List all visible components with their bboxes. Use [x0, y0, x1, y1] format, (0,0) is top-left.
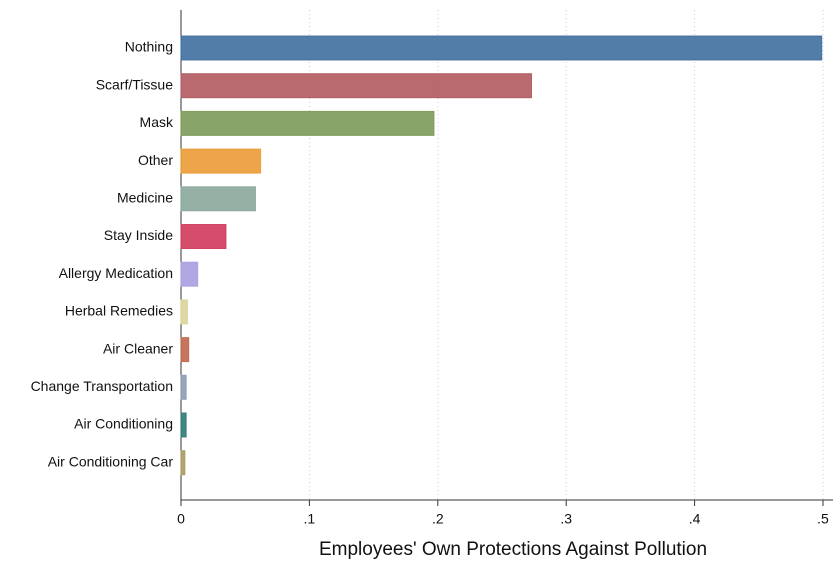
x-axis-title: Employees' Own Protections Against Pollu…	[319, 539, 707, 560]
bar	[180, 224, 227, 249]
x-tick-label: .3	[560, 511, 572, 527]
x-tick-label: .4	[689, 511, 701, 527]
bar	[180, 337, 190, 363]
y-tick-label: Allergy Medication	[59, 265, 173, 281]
y-tick-label: Air Conditioning Car	[48, 453, 174, 469]
y-tick-label: Change Transportation	[31, 378, 173, 394]
x-tick-label: 0	[177, 511, 185, 527]
y-tick-label: Medicine	[117, 190, 173, 206]
x-tick-label: .1	[304, 511, 316, 527]
y-tick-label: Stay Inside	[104, 227, 173, 243]
bar	[180, 73, 533, 99]
y-tick-label: Mask	[140, 114, 174, 130]
y-tick-label: Air Cleaner	[103, 340, 173, 356]
y-tick-label: Nothing	[125, 39, 173, 55]
bar	[180, 148, 262, 174]
bar	[180, 374, 187, 400]
bar	[180, 299, 188, 325]
bar	[180, 450, 186, 476]
bar	[180, 186, 256, 212]
y-tick-label: Air Conditioning	[74, 416, 173, 432]
bar	[180, 35, 823, 61]
y-tick-label: Other	[138, 152, 173, 168]
bar	[180, 110, 435, 136]
y-tick-label: Herbal Remedies	[65, 303, 173, 319]
x-tick-label: .5	[817, 511, 829, 527]
bar	[180, 412, 187, 438]
bar	[180, 261, 199, 287]
x-tick-label: .2	[432, 511, 444, 527]
y-tick-label: Scarf/Tissue	[96, 76, 173, 92]
